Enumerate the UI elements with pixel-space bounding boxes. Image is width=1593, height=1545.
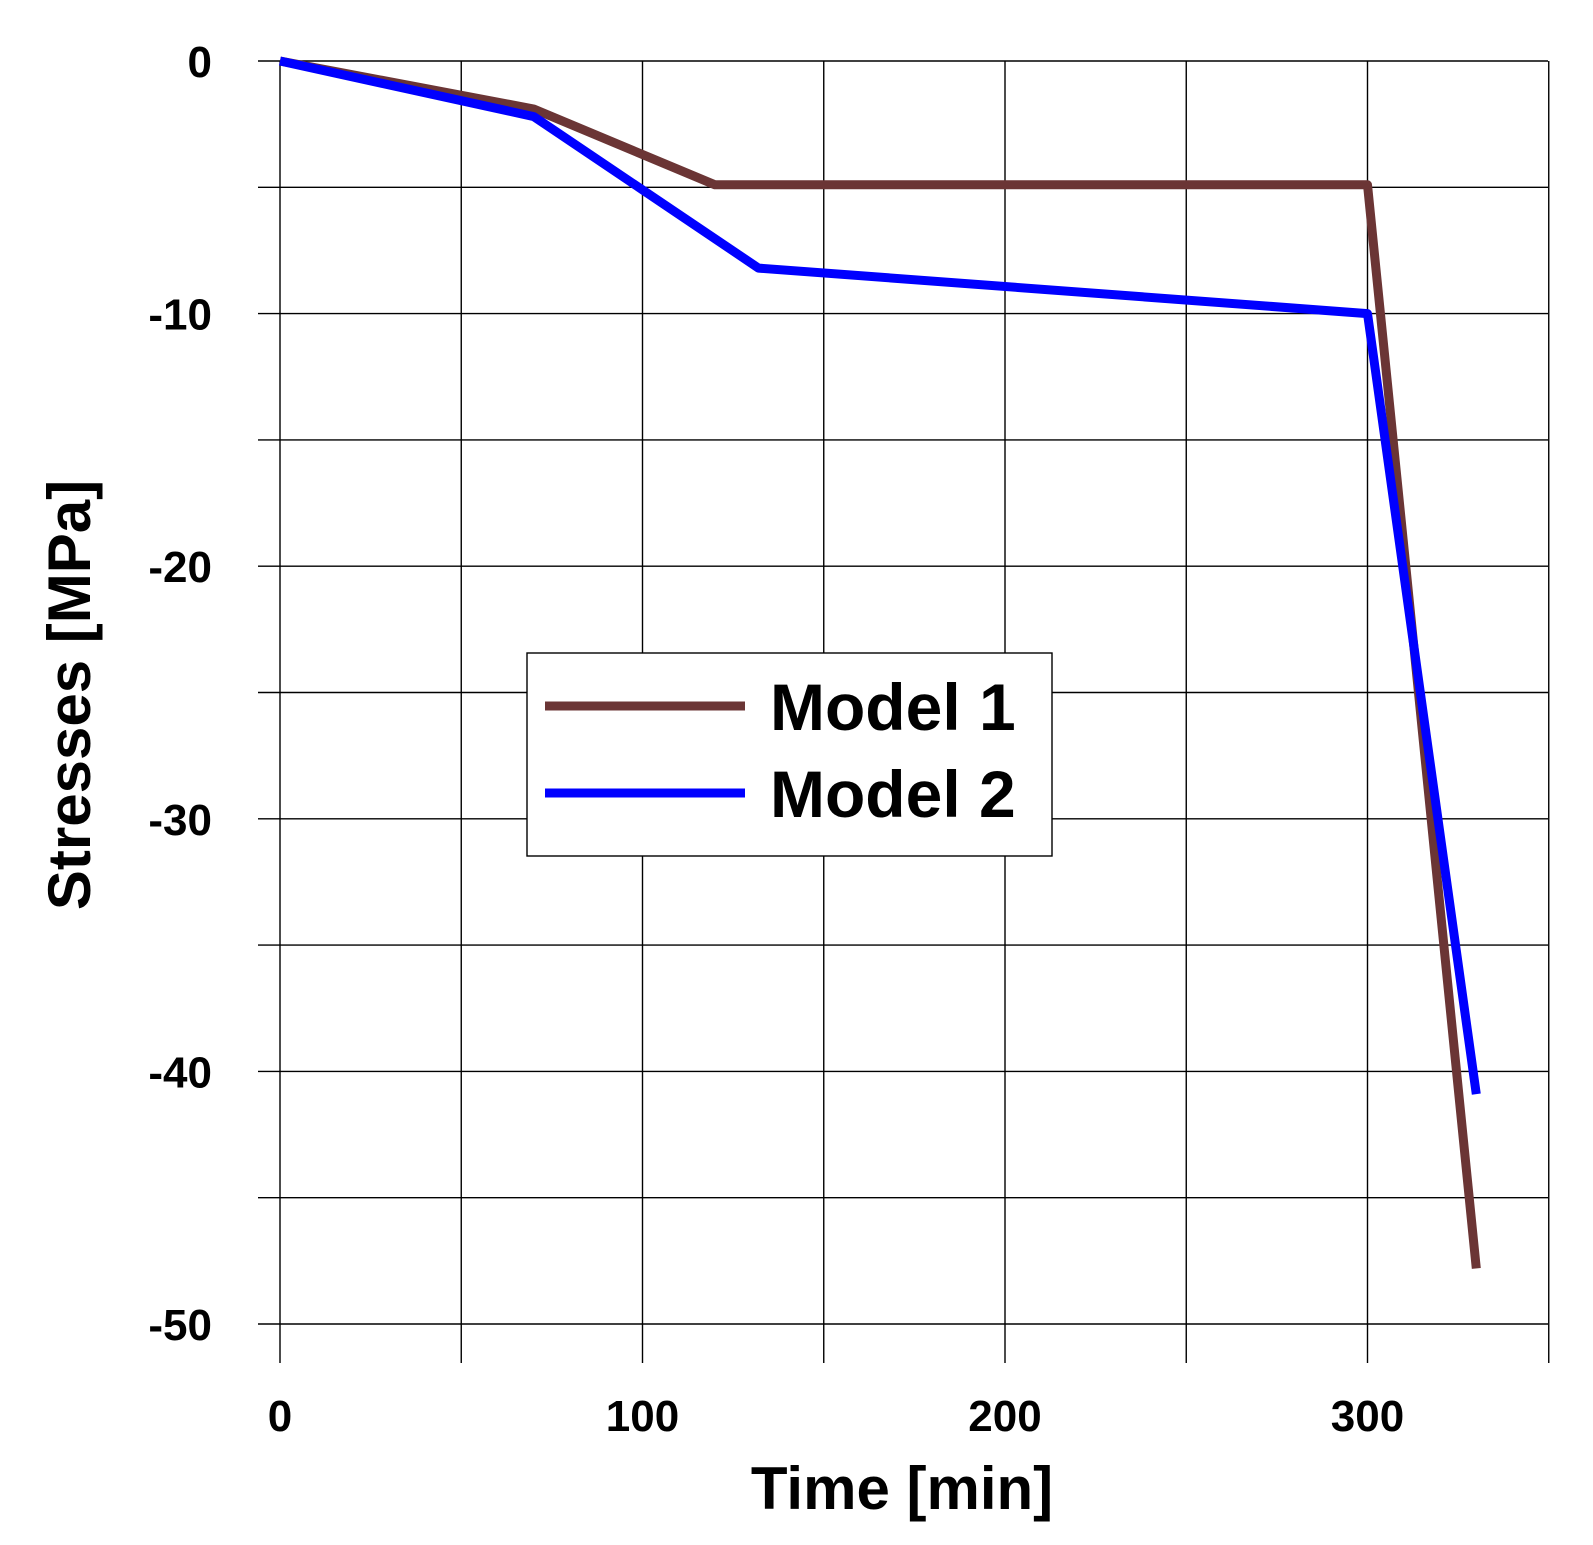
series-line-model-2 <box>279 56 1481 1095</box>
y-tick-label: -20 <box>148 543 212 592</box>
y-tick-label: -50 <box>148 1301 212 1350</box>
legend: Model 1 Model 2 <box>526 652 1053 857</box>
x-tick-label: 0 <box>268 1392 292 1441</box>
y-tick-label: -30 <box>148 796 212 845</box>
y-axis-title: Stresses [MPa] <box>36 480 103 910</box>
y-axis-ticks: 0 -10 -20 -30 -40 -50 <box>148 38 212 1350</box>
y-tick-label: -40 <box>148 1048 212 1097</box>
y-tick-label: 0 <box>188 38 212 87</box>
legend-label-1: Model 1 <box>770 670 1016 744</box>
series-lines <box>279 56 1481 1269</box>
legend-label-2: Model 2 <box>770 757 1016 831</box>
legend-box <box>526 652 1053 857</box>
x-tick-label: 300 <box>1331 1392 1404 1441</box>
y-tick-label: -10 <box>148 291 212 340</box>
legend-items: Model 1 Model 2 <box>545 670 1016 831</box>
x-axis-ticks: 0 100 200 300 <box>268 1392 1404 1441</box>
x-tick-label: 100 <box>606 1392 679 1441</box>
x-tick-label: 200 <box>968 1392 1041 1441</box>
x-axis-title: Time [min] <box>751 1455 1053 1522</box>
